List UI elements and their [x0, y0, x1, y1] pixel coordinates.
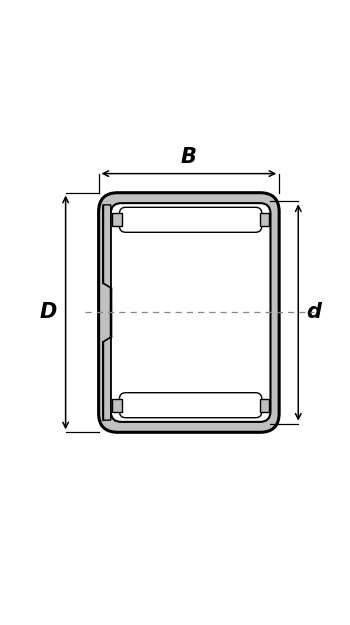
FancyBboxPatch shape: [99, 192, 279, 432]
Text: d: d: [306, 302, 321, 322]
Text: B: B: [181, 148, 197, 168]
Bar: [112, 399, 121, 412]
Bar: [260, 213, 270, 226]
Text: D: D: [40, 302, 57, 322]
Bar: [112, 213, 121, 226]
FancyBboxPatch shape: [119, 208, 262, 232]
Bar: [260, 399, 270, 412]
Polygon shape: [103, 205, 111, 420]
FancyBboxPatch shape: [119, 392, 262, 418]
FancyBboxPatch shape: [111, 203, 271, 422]
